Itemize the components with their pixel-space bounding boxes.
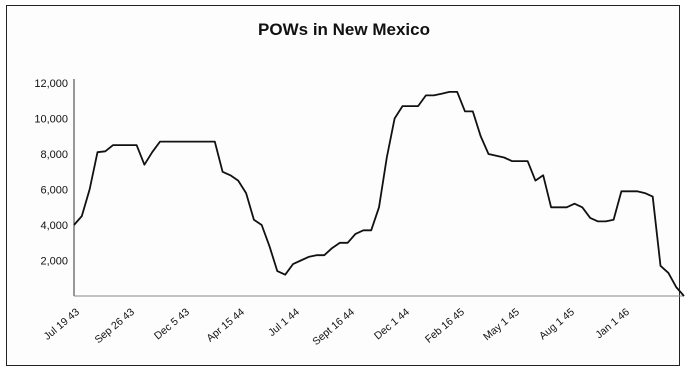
- x-tick-labels: Jul 19 43 Sep 26 43 Dec 5 43 Apr 15 44 Jul 1…: [42, 306, 632, 348]
- y-tick-label: 12,000: [34, 78, 68, 90]
- x-tick-label: Jan 1 46: [593, 306, 632, 341]
- y-tick-label: 6,000: [40, 185, 68, 197]
- chart-frame: [6, 5, 680, 366]
- y-tick-label: 2,000: [40, 256, 68, 268]
- x-tick-label: Jul 19 43: [42, 306, 82, 343]
- x-tick-label: Apr 15 44: [204, 306, 247, 345]
- series-layer: [73, 91, 685, 297]
- x-tick-label: Aug 1 45: [537, 306, 577, 342]
- x-tick-label: Feb 16 45: [423, 306, 467, 346]
- series-line: [73, 91, 685, 297]
- y-tick-labels: 2,000 4,000 6,000 8,000 10,000 12,000: [34, 78, 68, 268]
- x-tick-label: May 1 45: [481, 306, 522, 343]
- y-tick-label: 4,000: [40, 220, 68, 232]
- chart-title: POWs in New Mexico: [258, 20, 430, 39]
- x-tick-label: Sep 26 43: [93, 306, 138, 346]
- x-tick-label: Dec 1 44: [372, 306, 412, 342]
- x-tick-label: Jul 1 44: [266, 306, 302, 339]
- y-tick-label: 10,000: [34, 114, 68, 126]
- x-tick-label: Dec 5 43: [152, 306, 192, 342]
- y-tick-label: 8,000: [40, 149, 68, 161]
- x-tick-label: Sept 16 44: [310, 306, 357, 348]
